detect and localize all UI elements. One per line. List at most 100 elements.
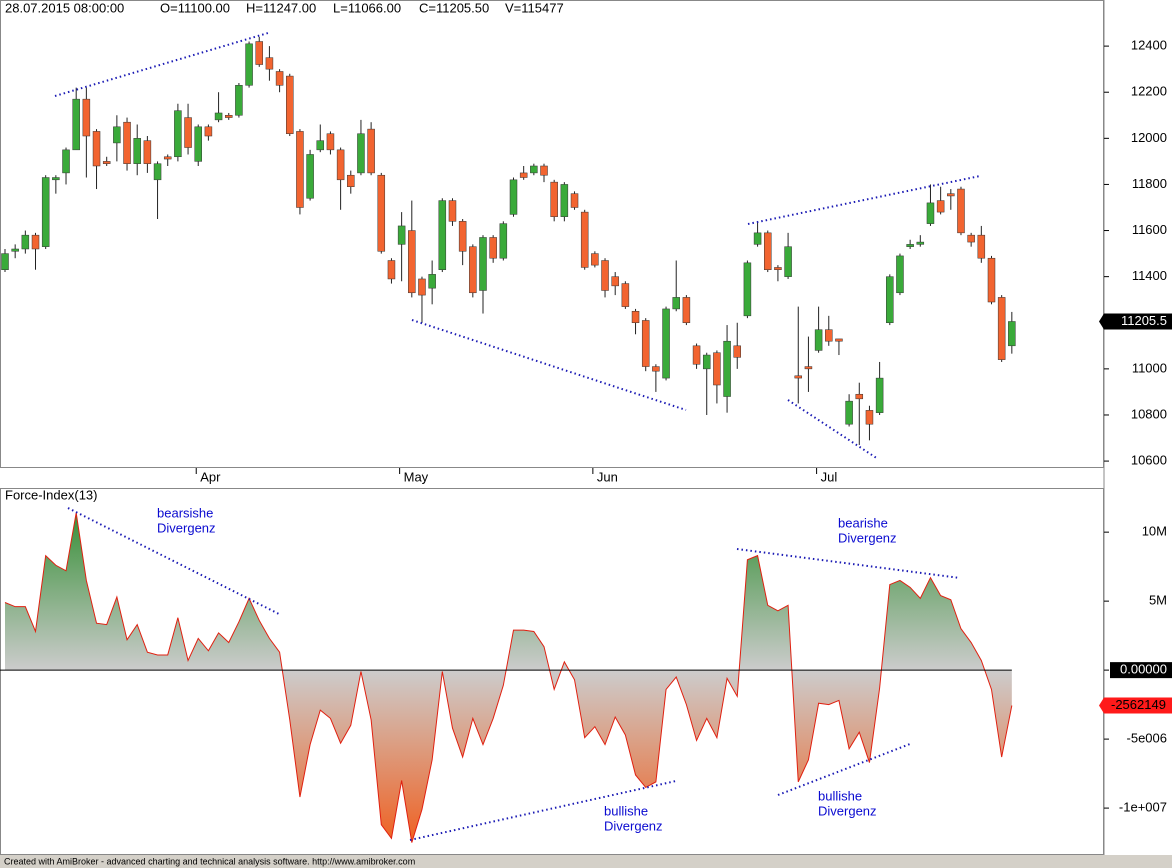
- candle-body: [194, 126, 202, 162]
- candle-body: [611, 276, 619, 287]
- header-text: C=11205.50: [419, 0, 489, 15]
- candle-body: [530, 165, 538, 174]
- zero-label-box: [1110, 662, 1172, 679]
- candle-body: [21, 234, 30, 250]
- y-tick-label: 10800: [1131, 406, 1167, 421]
- candle-body: [92, 131, 101, 167]
- candle-body: [235, 85, 243, 116]
- candle-body: [682, 297, 691, 324]
- candle-body: [519, 172, 528, 178]
- candle-body: [143, 140, 152, 164]
- candle-body: [997, 297, 1006, 360]
- x-tick-label: May: [404, 469, 429, 484]
- candle-body: [387, 260, 396, 280]
- candle-body: [865, 410, 874, 425]
- last-value-label: -2562149: [1111, 697, 1166, 712]
- header-text: H=11247.00: [246, 0, 316, 15]
- candle-body: [621, 283, 630, 307]
- annotation: bullishe: [818, 788, 862, 803]
- candle-body: [509, 179, 518, 215]
- candle-body: [326, 133, 335, 151]
- candle-body: [967, 234, 975, 243]
- candle-body: [540, 165, 548, 176]
- candle-body: [1, 253, 9, 270]
- candle-body: [428, 274, 436, 289]
- candle-body: [397, 225, 406, 245]
- candle-body: [174, 110, 182, 158]
- last-value-label: 11205.5: [1121, 313, 1167, 328]
- candle-body: [316, 140, 325, 151]
- candle-body: [41, 177, 50, 247]
- candle-body: [133, 138, 141, 164]
- candle-body: [102, 161, 111, 164]
- y-tick-label: 11800: [1132, 176, 1167, 191]
- candle-body: [794, 375, 803, 379]
- candle-body: [418, 278, 426, 296]
- trendline: [67, 507, 280, 615]
- y-tick-label: 12000: [1131, 130, 1167, 145]
- candle-body: [469, 246, 477, 294]
- candle-body: [52, 177, 60, 181]
- candle-body: [479, 237, 487, 291]
- y-tick-label: 5M: [1149, 593, 1167, 608]
- y-tick-label: 0.00000: [1120, 662, 1167, 677]
- candle-body: [886, 276, 894, 324]
- header-text: 28.07.2015 08:00:00: [5, 0, 124, 15]
- indicator-title: Force-Index(13): [5, 487, 97, 502]
- candle-body: [784, 246, 792, 277]
- candle-body: [560, 184, 569, 217]
- candle-body: [743, 262, 752, 317]
- candle-body: [367, 128, 375, 174]
- candle-body: [957, 188, 965, 234]
- candle-body: [214, 112, 223, 121]
- candle-body: [62, 149, 70, 174]
- trendline: [411, 319, 687, 411]
- candle-body: [184, 117, 192, 148]
- candle-body: [275, 71, 284, 86]
- candle-body: [906, 244, 914, 247]
- candle-body: [713, 352, 721, 386]
- annotation: Divergenz: [157, 520, 216, 535]
- candle-body: [662, 308, 670, 379]
- candle-body: [82, 98, 91, 137]
- candle-body: [652, 366, 660, 372]
- candle-body: [11, 248, 19, 252]
- candle-body: [601, 260, 609, 291]
- candle-body: [926, 202, 935, 224]
- trendline: [736, 548, 961, 579]
- candle-body: [245, 43, 253, 86]
- candle-body: [204, 126, 213, 137]
- candle-body: [377, 174, 386, 252]
- candle-body: [255, 41, 263, 65]
- candle-body: [947, 193, 955, 197]
- trendline: [747, 175, 981, 225]
- candle-body: [936, 200, 945, 213]
- y-tick-label: 10M: [1142, 524, 1167, 539]
- candle-body: [72, 98, 80, 151]
- candle-body: [692, 345, 701, 365]
- candle-body: [987, 257, 996, 303]
- candle-body: [153, 163, 162, 181]
- price-plot: 1060010800110001120011400116001180012000…: [1, 0, 1172, 484]
- last-value-box: [1099, 313, 1172, 330]
- header-text: O=11100.00: [160, 0, 230, 15]
- annotation: bearishe: [838, 515, 888, 530]
- trendline: [777, 743, 911, 796]
- candle-body: [814, 329, 823, 351]
- candle-body: [672, 297, 680, 310]
- candle-body: [347, 174, 355, 187]
- candle-body: [580, 211, 589, 268]
- candle-body: [458, 221, 467, 252]
- candle-body: [702, 354, 711, 370]
- candle-body: [641, 320, 650, 367]
- candle-body: [163, 156, 172, 160]
- candle-body: [804, 366, 813, 370]
- y-tick-label: 10600: [1131, 453, 1167, 468]
- area-line: [4, 512, 1013, 843]
- candle-body: [123, 121, 131, 164]
- candle-body: [835, 338, 843, 342]
- y-tick-label: 11400: [1132, 268, 1167, 283]
- candle-body: [896, 255, 904, 294]
- y-tick-label: 12400: [1131, 38, 1167, 53]
- candle-body: [265, 57, 274, 70]
